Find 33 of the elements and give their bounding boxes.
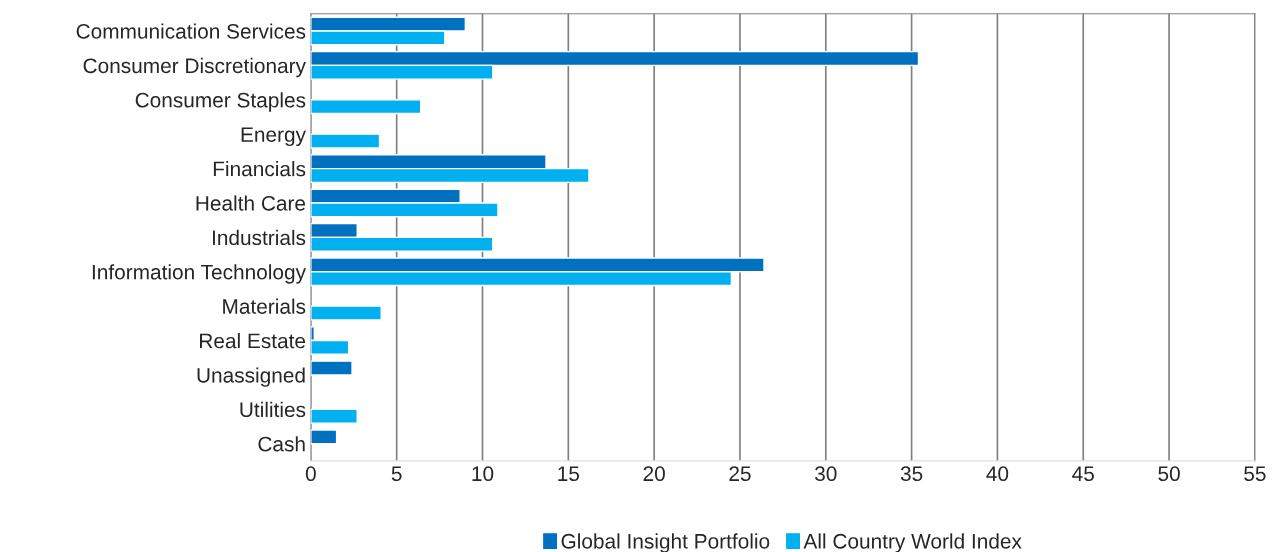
x-tick-label: 10 [472, 466, 494, 482]
x-tick-label: 35 [900, 466, 923, 482]
y-tick-label: Unassigned [197, 367, 305, 387]
x-tick-label: 50 [1158, 466, 1180, 482]
bar [310, 408, 358, 424]
bar [310, 133, 381, 149]
x-tick-label: 40 [986, 466, 1009, 482]
x-tick-label: 5 [391, 466, 402, 482]
y-tick-label: Health Care [196, 195, 306, 211]
y-tick-label: Information Technology [92, 264, 306, 284]
x-tick-label: 15 [558, 466, 580, 482]
x-tick-label: 25 [729, 466, 751, 482]
bar [310, 305, 382, 321]
y-tick-label: Communication Services [76, 23, 306, 39]
y-tick-label: Real Estate [200, 332, 306, 349]
legend-label: All Country World Index [803, 533, 1022, 552]
y-tick-label: Industrials [212, 229, 306, 246]
y-tick-label: Energy [241, 127, 306, 147]
y-tick-label: Utilities [240, 401, 306, 418]
legend-label: Global Insight Portfolio [561, 533, 770, 552]
y-tick-label: Financials [213, 161, 306, 177]
x-tick-label: 55 [1244, 466, 1266, 482]
x-tick-label: 45 [1072, 466, 1094, 482]
bar [310, 429, 338, 445]
bar [310, 99, 422, 115]
y-tick-label: Materials [223, 298, 306, 314]
bar [310, 360, 353, 376]
x-tick-label: 0 [305, 466, 316, 482]
x-tick-label: 20 [643, 466, 665, 482]
y-tick-label: Consumer Discretionary [83, 57, 306, 78]
y-tick-label: Cash [258, 436, 305, 452]
y-tick-label: Consumer Staples [135, 92, 306, 112]
x-tick-label: 30 [814, 466, 837, 482]
